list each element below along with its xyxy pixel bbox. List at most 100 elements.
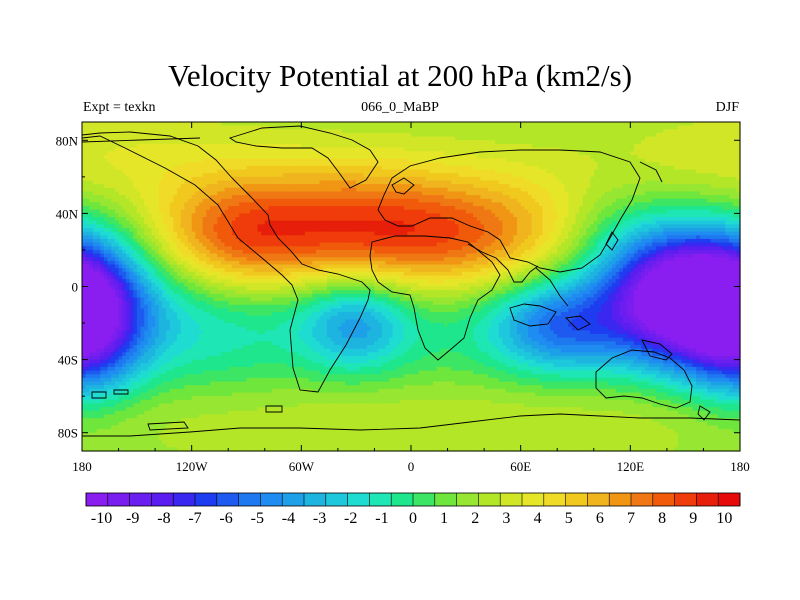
field-cell [294, 151, 299, 156]
field-cell [264, 122, 270, 127]
field-cell [191, 125, 196, 130]
field-cell [432, 136, 438, 141]
field-cell [630, 143, 635, 149]
field-cell [92, 169, 98, 174]
field-cell [304, 213, 310, 218]
field-cell [348, 206, 354, 211]
field-cell [484, 209, 489, 214]
field-cell [542, 209, 547, 214]
field-cell [118, 151, 123, 156]
field-cell [473, 169, 478, 174]
field-cell [96, 140, 101, 145]
field-cell [158, 125, 164, 130]
field-cell [736, 162, 741, 167]
field-cell [619, 187, 624, 193]
field-cell [506, 173, 511, 178]
field-cell [710, 169, 716, 174]
field-cell [297, 122, 302, 127]
field-cell [476, 122, 482, 127]
field-cell [166, 195, 171, 200]
field-cell [476, 140, 482, 145]
field-cell [487, 140, 493, 145]
field-cell [231, 213, 237, 218]
field-cell [612, 162, 617, 167]
field-cell [341, 191, 346, 196]
field-cell [217, 202, 222, 207]
field-cell [476, 151, 482, 156]
field-cell [136, 122, 142, 127]
field-cell [392, 220, 397, 225]
field-cell [356, 209, 361, 214]
field-cell [644, 132, 650, 138]
field-cell [403, 180, 408, 185]
field-cell [655, 132, 661, 138]
field-cell [480, 195, 485, 200]
field-cell [498, 122, 503, 127]
field-cell [440, 173, 445, 178]
field-cell [692, 132, 697, 138]
field-cell [630, 209, 635, 214]
field-cell [655, 154, 661, 160]
field-cell [173, 169, 178, 174]
field-cell [553, 154, 558, 160]
field-cell [502, 125, 507, 130]
field-cell [403, 136, 408, 141]
field-cell [721, 195, 726, 200]
field-cell [637, 158, 642, 163]
field-cell [579, 122, 584, 127]
field-cell [465, 213, 471, 218]
field-cell [326, 213, 332, 218]
field-cell [253, 220, 259, 225]
field-cell [524, 195, 529, 200]
field-cell [557, 132, 562, 138]
field-cell [586, 176, 591, 182]
field-cell [162, 195, 167, 200]
field-cell [151, 165, 156, 171]
field-cell [432, 140, 438, 145]
field-cell [363, 191, 368, 196]
field-cell [359, 122, 365, 127]
field-cell [118, 187, 123, 193]
field-cell [524, 140, 529, 145]
field-cell [718, 165, 723, 171]
field-cell [231, 180, 237, 185]
field-cell [180, 213, 185, 218]
field-cell [400, 187, 405, 193]
field-cell [425, 213, 430, 218]
field-cell [213, 202, 218, 207]
field-cell [166, 220, 171, 225]
field-cell [458, 180, 463, 185]
field-cell [312, 187, 317, 193]
field-cell [502, 220, 507, 225]
field-cell [202, 213, 207, 218]
field-cell [389, 209, 394, 214]
field-cell [352, 125, 357, 130]
field-cell [206, 154, 211, 160]
field-cell [85, 125, 90, 130]
field-cell [568, 132, 573, 138]
field-cell [725, 165, 730, 171]
field-cell [202, 165, 207, 171]
field-cell [619, 209, 624, 214]
field-cell [268, 143, 273, 149]
field-cell [451, 198, 456, 204]
field-cell [568, 158, 573, 163]
field-cell [612, 206, 617, 211]
field-cell [367, 132, 372, 138]
field-cell [158, 140, 164, 145]
field-cell [166, 154, 171, 160]
field-cell [103, 125, 109, 130]
field-cell [699, 202, 705, 207]
field-cell [484, 198, 489, 204]
field-cell [253, 202, 259, 207]
field-cell [367, 143, 372, 149]
field-cell [524, 213, 529, 218]
field-cell [374, 209, 379, 214]
field-cell [718, 191, 723, 196]
field-cell [655, 158, 661, 163]
field-cell [352, 165, 357, 171]
field-cell [469, 173, 474, 178]
field-cell [136, 169, 142, 174]
field-cell [264, 136, 270, 141]
field-cell [692, 184, 697, 189]
